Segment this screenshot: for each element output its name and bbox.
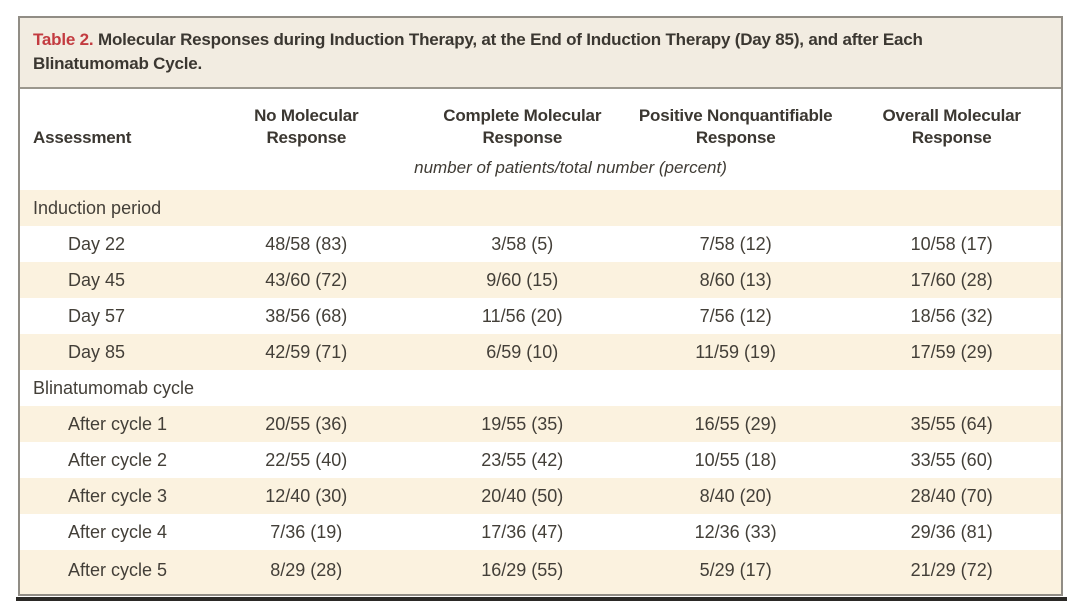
cell-value: 17/60 (28)	[910, 269, 993, 290]
cell-value: 5/29 (17)	[699, 559, 772, 580]
data-row: After cycle 4 7/36 (19) 17/36 (47) 12/36 (3…	[20, 514, 1061, 550]
cell-value: 17/59 (29)	[910, 341, 993, 362]
row-label: Day 85	[68, 341, 126, 362]
cell-value: 10/55 (18)	[694, 449, 777, 470]
data-row: Day 57 38/56 (68) 11/56 (20) 7/56 (12) 18/56…	[20, 298, 1061, 334]
cell-value: 7/56 (12)	[699, 305, 772, 326]
cell-value: 8/29 (28)	[270, 559, 343, 580]
cell-value: 21/29 (72)	[910, 559, 993, 580]
cell-value: 8/40 (20)	[699, 485, 772, 506]
row-label: After cycle 4	[68, 521, 168, 542]
section-heading: Induction period	[33, 197, 162, 218]
cell-value: 16/55 (29)	[694, 413, 777, 434]
table-title-bar: Table 2. Molecular Responses during Indu…	[20, 18, 1061, 90]
data-table: Assessment No Molecular Response Complet…	[20, 89, 1061, 595]
cell-value: 28/40 (70)	[910, 485, 993, 506]
data-row: Day 22 48/58 (83) 3/58 (5) 7/58 (12) 10/58 (…	[20, 226, 1061, 262]
cell-value: 20/40 (50)	[481, 485, 564, 506]
data-row: After cycle 2 22/55 (40) 23/55 (42) 10/55 (…	[20, 442, 1061, 478]
cell-value: 8/60 (13)	[699, 269, 772, 290]
cell-value: 20/55 (36)	[265, 413, 348, 434]
data-row: After cycle 5 8/29 (28) 16/29 (55) 5/29 (17…	[20, 550, 1061, 595]
cell-value: 42/59 (71)	[265, 341, 348, 362]
table-body: Induction period Day 22 48/58 (83) 3/58 (5)…	[20, 190, 1061, 595]
table-number-label: Table 2.	[33, 30, 94, 49]
cell-value: 16/29 (55)	[481, 559, 564, 580]
cell-value: 22/55 (40)	[265, 449, 348, 470]
row-label: After cycle 5	[68, 559, 168, 580]
header-row: Assessment No Molecular Response Complet…	[20, 89, 1061, 149]
row-label: Day 57	[68, 305, 126, 326]
cell-value: 9/60 (15)	[486, 269, 559, 290]
cell-value: 3/58 (5)	[491, 233, 554, 254]
row-label: Day 45	[68, 269, 126, 290]
data-row: Day 85 42/59 (71) 6/59 (10) 11/59 (19) 17/59…	[20, 334, 1061, 371]
cell-value: 7/36 (19)	[270, 521, 343, 542]
units-row: number of patients/total number (percent…	[20, 149, 1061, 190]
cell-value: 35/55 (64)	[910, 413, 993, 434]
section-row: Induction period	[20, 190, 1061, 227]
data-row: Day 45 43/60 (72) 9/60 (15) 8/60 (13) 17/60 …	[20, 262, 1061, 299]
cell-value: 17/36 (47)	[481, 521, 564, 542]
column-header-overall-molecular-response: Overall Molecular Response	[882, 106, 1022, 148]
cell-value: 38/56 (68)	[265, 305, 348, 326]
row-label: Day 22	[68, 233, 126, 254]
cell-value: 23/55 (42)	[481, 449, 564, 470]
row-label: After cycle 2	[68, 449, 168, 470]
column-header-no-molecular-response: No Molecular Response	[254, 106, 359, 148]
column-header-positive-nonquantifiable-response: Positive Nonquantifiable Response	[638, 106, 833, 148]
cell-value: 11/59 (19)	[695, 341, 777, 362]
units-note: number of patients/total number (percent…	[414, 158, 727, 178]
cell-value: 18/56 (32)	[910, 305, 993, 326]
table-title: Molecular Responses during Induction The…	[33, 30, 923, 74]
cell-value: 6/59 (10)	[486, 341, 559, 362]
column-header-assessment: Assessment	[33, 128, 132, 148]
cell-value: 10/58 (17)	[910, 233, 993, 254]
table-header: Assessment No Molecular Response Complet…	[20, 89, 1061, 190]
cell-value: 43/60 (72)	[265, 269, 348, 290]
cell-value: 33/55 (60)	[910, 449, 993, 470]
cell-value: 11/56 (20)	[481, 305, 563, 326]
column-header-complete-molecular-response: Complete Molecular Response	[443, 106, 602, 148]
cell-value: 12/36 (33)	[694, 521, 777, 542]
cell-value: 12/40 (30)	[265, 485, 348, 506]
section-heading: Blinatumomab cycle	[33, 377, 195, 398]
cell-value: 29/36 (81)	[910, 521, 993, 542]
cell-value: 19/55 (35)	[481, 413, 564, 434]
cell-value: 7/58 (12)	[699, 233, 772, 254]
data-row: After cycle 3 12/40 (30) 20/40 (50) 8/40 (2…	[20, 478, 1061, 515]
bottom-rule-divider	[16, 597, 1067, 601]
row-label: After cycle 3	[68, 485, 168, 506]
row-label: After cycle 1	[68, 413, 168, 434]
section-row: Blinatumomab cycle	[20, 370, 1061, 406]
cell-value: 48/58 (83)	[265, 233, 348, 254]
data-row: After cycle 1 20/55 (36) 19/55 (35) 16/55 (…	[20, 406, 1061, 443]
journal-table: Table 2. Molecular Responses during Indu…	[18, 16, 1063, 597]
